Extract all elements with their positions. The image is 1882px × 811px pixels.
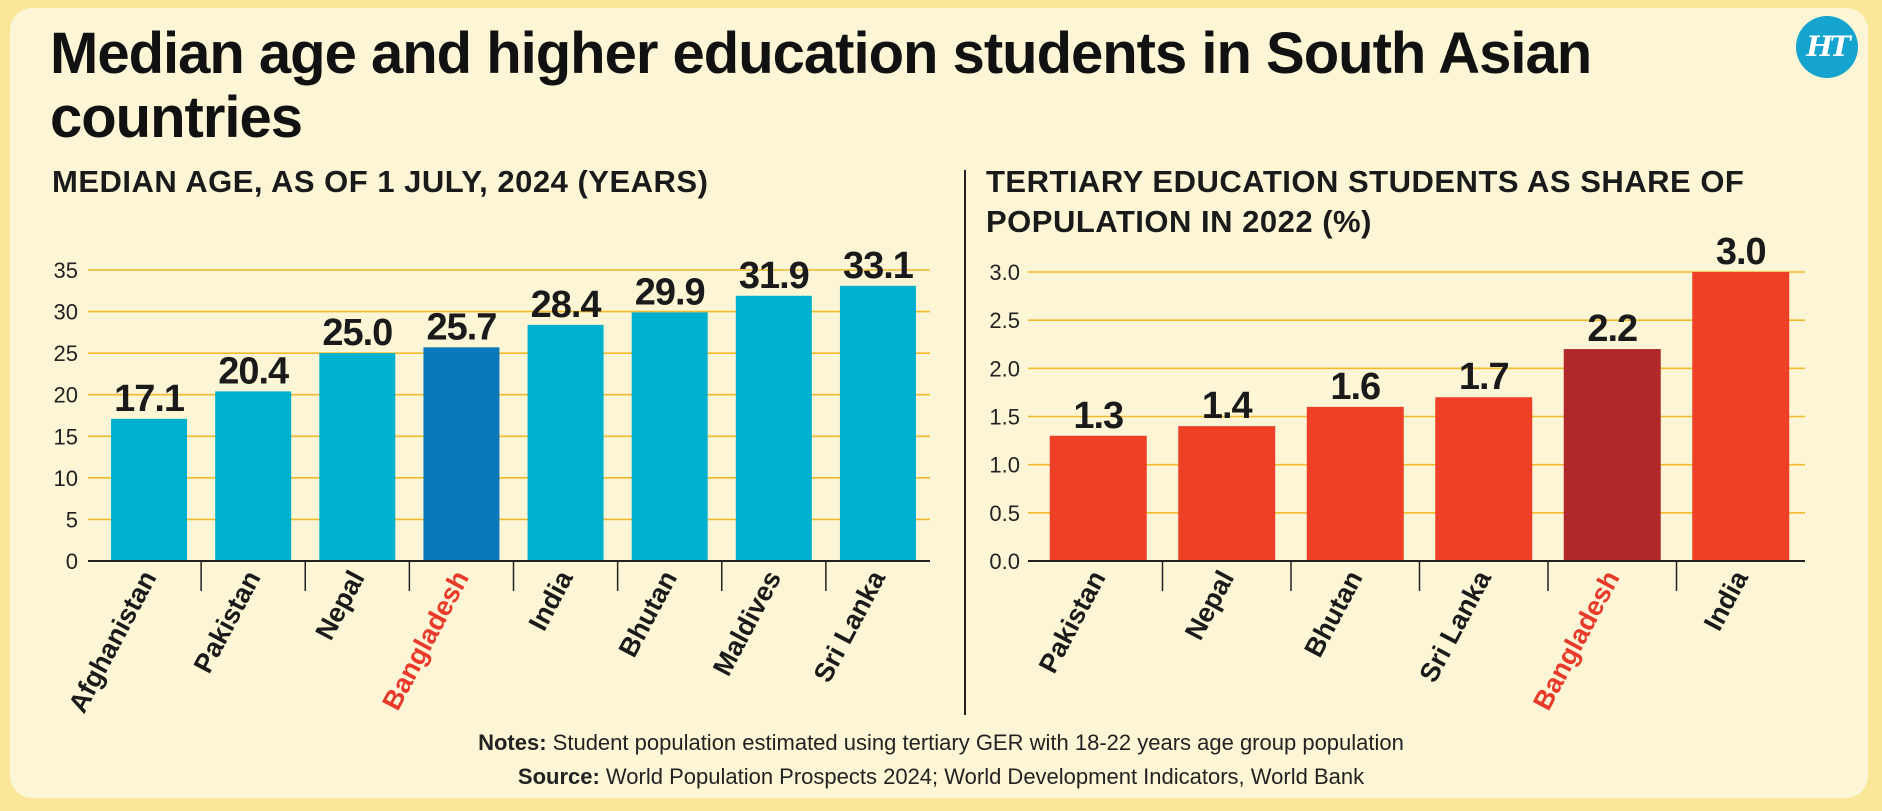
data-label: 3.0 — [1716, 231, 1766, 273]
y-tick-label: 3.0 — [989, 260, 1020, 285]
y-tick-label: 30 — [54, 300, 78, 325]
x-tick-label: Bhutan — [1298, 566, 1368, 662]
footer-notes: Notes: Student population estimated usin… — [0, 726, 1882, 794]
left-chart-title: MEDIAN AGE, AS OF 1 JULY, 2024 (YEARS) — [52, 164, 709, 199]
bar — [735, 295, 812, 561]
y-tick-label: 0 — [66, 549, 78, 574]
y-tick-label: 1.0 — [989, 453, 1020, 478]
y-tick-label: 0.0 — [989, 549, 1020, 574]
y-tick-label: 2.5 — [989, 308, 1020, 333]
data-label: 31.9 — [739, 255, 809, 297]
chart-divider — [964, 170, 966, 715]
bar — [1435, 397, 1533, 561]
source-line: Source: World Population Prospects 2024;… — [0, 760, 1882, 794]
right-chart-title: TERTIARY EDUCATION STUDENTS AS SHARE OF … — [986, 164, 1745, 239]
x-tick-label: Bangladesh — [1527, 566, 1625, 715]
y-tick-label: 10 — [54, 466, 78, 491]
bar — [839, 285, 916, 561]
data-label: 2.2 — [1587, 308, 1637, 350]
x-tick-label: Sri Lanka — [1413, 565, 1497, 687]
y-tick-label: 0.5 — [989, 501, 1020, 526]
y-tick-label: 25 — [54, 341, 78, 366]
y-tick-label: 5 — [66, 507, 78, 532]
bar — [1692, 272, 1790, 561]
data-label: 25.0 — [322, 312, 392, 354]
data-label: 25.7 — [426, 306, 496, 348]
data-label: 33.1 — [843, 245, 914, 287]
data-label: 1.4 — [1202, 385, 1253, 427]
bar — [631, 312, 708, 561]
data-label: 1.6 — [1330, 366, 1380, 408]
y-tick-label: 20 — [54, 383, 78, 408]
ht-logo: HT — [1796, 16, 1858, 78]
notes-text: Student population estimated using terti… — [546, 730, 1404, 755]
bar — [1306, 406, 1404, 561]
data-label: 20.4 — [218, 350, 289, 392]
source-text: World Population Prospects 2024; World D… — [599, 764, 1365, 789]
bar — [1563, 349, 1661, 561]
y-tick-label: 2.0 — [989, 356, 1020, 381]
y-tick-label: 15 — [54, 424, 78, 449]
page-title: Median age and higher education students… — [50, 21, 1592, 150]
x-tick-label: Pakistan — [1033, 566, 1112, 678]
data-label: 1.3 — [1073, 395, 1123, 437]
data-label: 29.9 — [635, 271, 705, 313]
x-tick-label: Nepal — [1179, 566, 1240, 645]
bar — [215, 391, 292, 561]
data-label: 1.7 — [1459, 356, 1509, 398]
bar — [319, 353, 396, 561]
bar — [111, 418, 188, 561]
y-tick-label: 1.5 — [989, 405, 1020, 430]
y-tick-label: 35 — [54, 258, 78, 283]
x-tick-label: India — [1698, 565, 1755, 636]
bar — [1049, 435, 1147, 561]
data-label: 28.4 — [531, 284, 602, 326]
bar — [527, 324, 604, 561]
bar — [423, 347, 500, 561]
data-label: 17.1 — [114, 378, 185, 420]
source-label: Source: — [517, 764, 600, 789]
notes-label: Notes: — [478, 730, 547, 755]
notes-line: Notes: Student population estimated usin… — [0, 726, 1882, 760]
bar — [1178, 426, 1276, 561]
